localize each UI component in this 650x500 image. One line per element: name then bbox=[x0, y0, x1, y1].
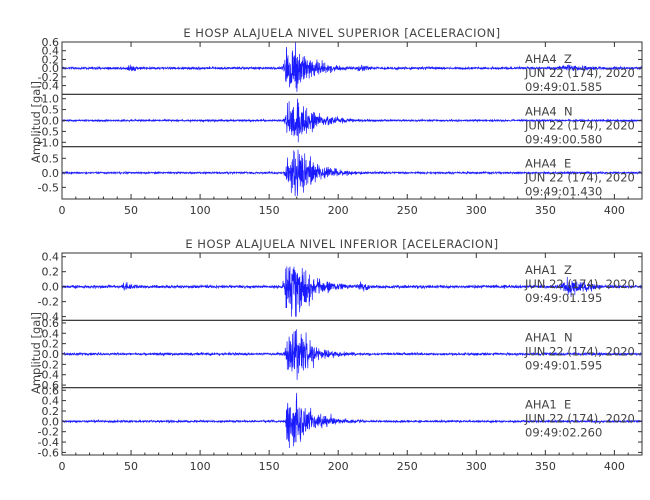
y-axis-label-inferior: Amplitud [gal] bbox=[29, 312, 43, 394]
x-tick-label: 50 bbox=[124, 460, 138, 473]
x-tick-label: 350 bbox=[535, 460, 556, 473]
y-tick-label: -0.4 bbox=[38, 436, 59, 449]
seismic-trace bbox=[61, 41, 643, 92]
y-tick-label: 1.0 bbox=[42, 93, 60, 106]
x-tick-label: 0 bbox=[59, 460, 66, 473]
y-tick-label: -0.2 bbox=[38, 71, 59, 84]
y-tick-label: -0.2 bbox=[38, 426, 59, 439]
y-tick-label: -1.0 bbox=[38, 136, 59, 149]
date-label: JUN 22 (174), 2020 bbox=[524, 66, 635, 80]
y-tick-label: 0.5 bbox=[42, 152, 60, 165]
y-tick-label: 0.2 bbox=[42, 405, 60, 418]
x-tick-label: 250 bbox=[397, 204, 418, 217]
x-tick-label: 100 bbox=[190, 204, 211, 217]
x-tick-label: 200 bbox=[328, 204, 349, 217]
time-label: 09:49:01.195 bbox=[525, 291, 602, 305]
seismic-trace bbox=[61, 392, 643, 449]
y-tick-label: -0.4 bbox=[38, 80, 59, 93]
y-tick-label: 0.6 bbox=[42, 317, 60, 330]
x-axis-inferior: 0 50 100 150 200 250 300 350 400 bbox=[59, 253, 643, 473]
y-tick-label: 0.0 bbox=[42, 348, 60, 361]
y-axis-label-superior: Amplitud [gal] bbox=[29, 81, 43, 163]
x-tick-label: 0 bbox=[59, 204, 66, 217]
station-label: AHA1 N bbox=[525, 330, 573, 344]
y-tick-label: 0.2 bbox=[42, 53, 60, 66]
time-label: 09:49:02.260 bbox=[525, 426, 602, 440]
chart-title-superior: E HOSP ALAJUELA NIVEL SUPERIOR [ACELERAC… bbox=[183, 26, 500, 40]
y-tick-label: -0.4 bbox=[38, 369, 59, 382]
seismic-trace bbox=[61, 149, 643, 197]
x-tick-label: 250 bbox=[397, 460, 418, 473]
y-tick-label: 0.0 bbox=[42, 115, 60, 128]
seismic-trace bbox=[61, 329, 643, 380]
x-tick-label: 400 bbox=[604, 204, 625, 217]
y-tick-label: -0.4 bbox=[38, 311, 59, 324]
y-tick-label: 0.0 bbox=[42, 415, 60, 428]
seismic-trace bbox=[61, 266, 643, 317]
station-label: AHA1 Z bbox=[525, 263, 572, 277]
y-tick-label: -0.6 bbox=[38, 379, 59, 392]
y-tick-label: -0.6 bbox=[38, 446, 59, 459]
x-tick-label: 100 bbox=[190, 460, 211, 473]
date-label: JUN 22 (174), 2020 bbox=[524, 171, 635, 185]
x-tick-label: 400 bbox=[604, 460, 625, 473]
station-label: AHA4 E bbox=[525, 157, 571, 171]
station-label: AHA4 N bbox=[525, 104, 573, 118]
date-label: JUN 22 (174), 2020 bbox=[524, 412, 635, 426]
x-tick-label: 350 bbox=[535, 204, 556, 217]
seismic-trace bbox=[61, 98, 643, 143]
y-tick-label: -0.2 bbox=[38, 296, 59, 309]
x-tick-label: 50 bbox=[124, 204, 138, 217]
chart-inferior: E HOSP ALAJUELA NIVEL INFERIOR [ACELERAC… bbox=[29, 237, 643, 473]
y-tick-label: 0.2 bbox=[42, 266, 60, 279]
station-label: AHA1 E bbox=[525, 398, 571, 412]
y-tick-label: 0.4 bbox=[42, 45, 60, 58]
y-tick-label: 0.6 bbox=[42, 36, 60, 49]
y-tick-label: 0.2 bbox=[42, 338, 60, 351]
date-label: JUN 22 (174), 2020 bbox=[524, 277, 635, 291]
x-tick-label: 150 bbox=[259, 460, 280, 473]
date-label: JUN 22 (174), 2020 bbox=[524, 118, 635, 132]
y-tick-label: 0.0 bbox=[42, 281, 60, 294]
chart-title-inferior: E HOSP ALAJUELA NIVEL INFERIOR [ACELERAC… bbox=[185, 237, 498, 251]
x-tick-label: 150 bbox=[259, 204, 280, 217]
y-tick-label: 0.6 bbox=[42, 384, 60, 397]
station-label: AHA4 Z bbox=[525, 52, 572, 66]
y-tick-label: 0.0 bbox=[42, 167, 60, 180]
time-label: 09:49:01.585 bbox=[525, 80, 602, 94]
time-label: 09:49:01.430 bbox=[525, 185, 602, 199]
y-tick-label: 0.0 bbox=[42, 62, 60, 75]
chart-superior: E HOSP ALAJUELA NIVEL SUPERIOR [ACELERAC… bbox=[29, 26, 643, 217]
y-tick-label: 0.4 bbox=[42, 327, 60, 340]
time-label: 09:49:00.580 bbox=[525, 132, 602, 146]
y-tick-label: 0.4 bbox=[42, 251, 60, 264]
y-tick-label: -0.5 bbox=[38, 181, 59, 194]
x-tick-label: 200 bbox=[328, 460, 349, 473]
y-tick-label: -0.2 bbox=[38, 358, 59, 371]
time-label: 09:49:01.595 bbox=[525, 358, 602, 372]
y-tick-label: 0.4 bbox=[42, 395, 60, 408]
y-tick-label: -0.5 bbox=[38, 125, 59, 138]
x-tick-label: 300 bbox=[466, 460, 487, 473]
x-axis-superior: 0 50 100 150 200 250 300 350 400 bbox=[59, 42, 643, 217]
x-tick-label: 300 bbox=[466, 204, 487, 217]
date-label: JUN 22 (174), 2020 bbox=[524, 344, 635, 358]
y-tick-label: 0.5 bbox=[42, 104, 60, 117]
